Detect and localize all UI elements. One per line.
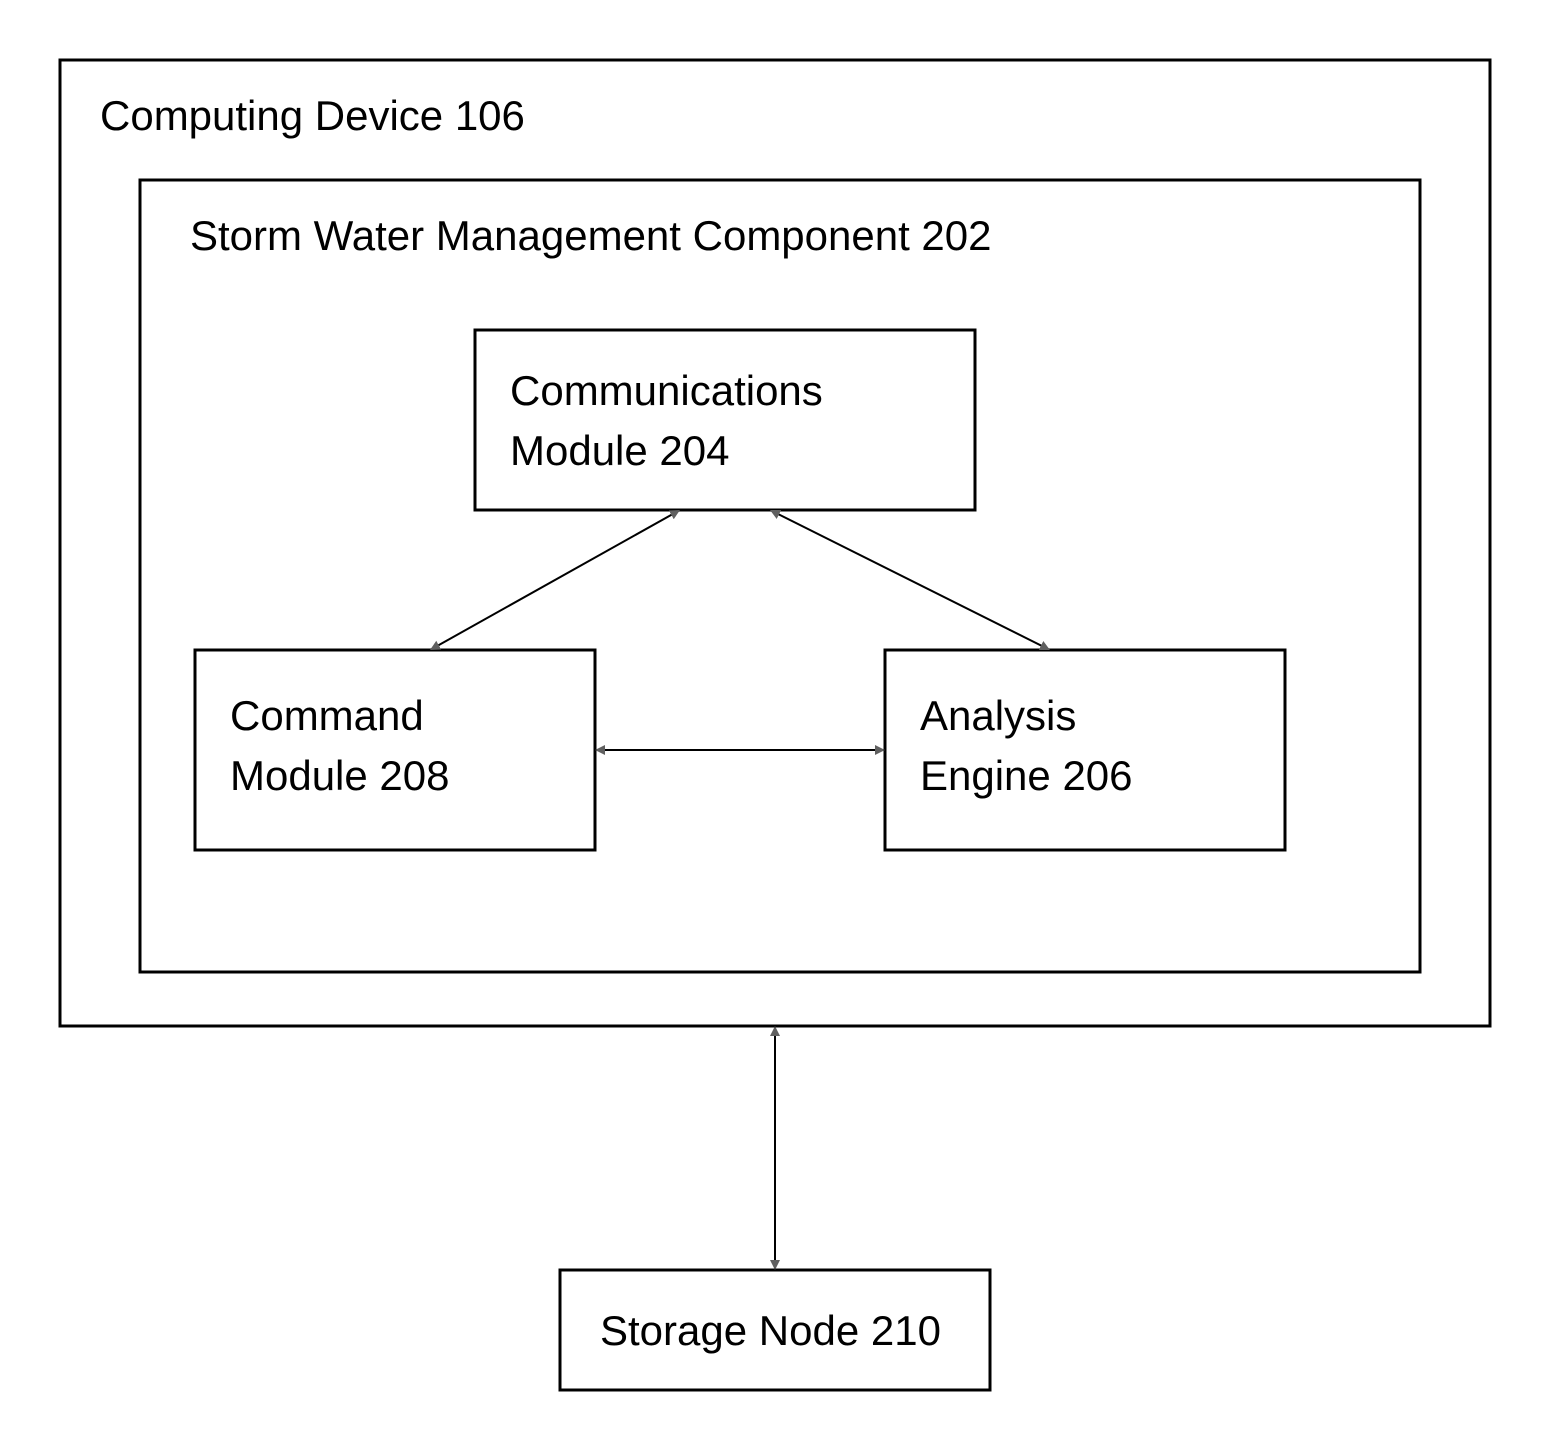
comm-module-box [475, 330, 975, 510]
command-module-label-1: Command [230, 692, 424, 739]
command-module-label-2: Module 208 [230, 752, 450, 799]
swm-component-label: Storm Water Management Component 202 [190, 212, 992, 259]
storage-node-label: Storage Node 210 [600, 1307, 941, 1354]
analysis-engine-box [885, 650, 1285, 850]
edge-comm-analysis [770, 510, 1050, 650]
analysis-engine-label-2: Engine 206 [920, 752, 1133, 799]
computing-device-label: Computing Device 106 [100, 92, 525, 139]
swm-component-box [140, 180, 1420, 972]
computing-device-box [60, 60, 1490, 1026]
command-module-box [195, 650, 595, 850]
analysis-engine-label-1: Analysis [920, 692, 1076, 739]
edge-comm-command [430, 510, 680, 650]
comm-module-label-2: Module 204 [510, 427, 730, 474]
comm-module-label-1: Communications [510, 367, 823, 414]
